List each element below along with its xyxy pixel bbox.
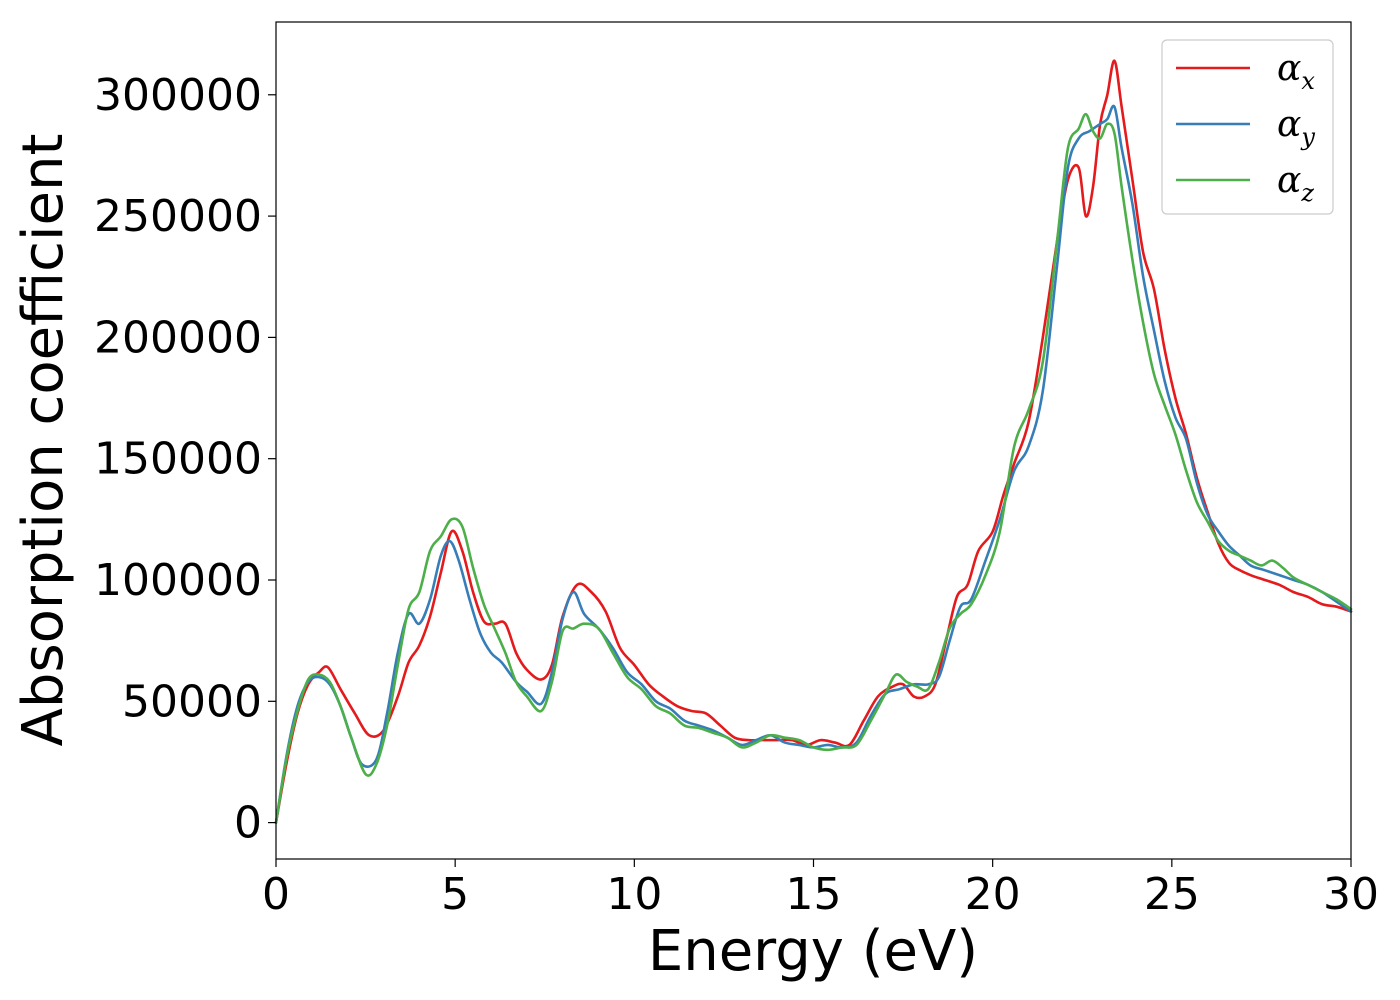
x-axis: 0 5 10 15 20 25 30 — [262, 859, 1379, 920]
legend-frame — [1161, 39, 1334, 215]
y-axis: 0 50000 100000 150000 200000 250000 300000 — [94, 70, 276, 849]
x-tick-label: 0 — [262, 869, 290, 920]
legend-label-x: αx — [1277, 48, 1315, 95]
x-tick-label: 25 — [1144, 869, 1200, 920]
y-tick-label: 200000 — [94, 312, 262, 363]
x-tick-label: 20 — [965, 869, 1021, 920]
x-tick-label: 15 — [786, 869, 842, 920]
legend-symbol: α — [1277, 160, 1301, 201]
legend-label-z: αz — [1277, 160, 1314, 207]
y-tick-label: 300000 — [94, 70, 262, 121]
y-tick-label: 50000 — [122, 676, 262, 727]
y-axis-label: Absorption coefficient — [11, 134, 76, 747]
legend-subscript: x — [1301, 67, 1315, 95]
legend-symbol: α — [1277, 48, 1301, 89]
series-line-z — [274, 112, 1353, 824]
x-axis-label: Energy (eV) — [648, 919, 978, 984]
y-tick-label: 100000 — [94, 555, 262, 606]
y-tick-label: 150000 — [94, 434, 262, 485]
y-tick-label: 0 — [234, 798, 262, 849]
legend-subscript: y — [1300, 123, 1315, 151]
x-tick-label: 30 — [1323, 869, 1379, 920]
series-line-y — [274, 104, 1353, 824]
legend-label-y: αy — [1277, 104, 1315, 151]
x-tick-label: 10 — [606, 869, 662, 920]
y-tick-label: 250000 — [94, 191, 262, 242]
plot-frame — [275, 21, 1352, 860]
legend-symbol: α — [1277, 104, 1301, 145]
legend-subscript: z — [1300, 179, 1314, 207]
plot-area — [274, 59, 1353, 824]
x-tick-label: 5 — [441, 869, 469, 920]
